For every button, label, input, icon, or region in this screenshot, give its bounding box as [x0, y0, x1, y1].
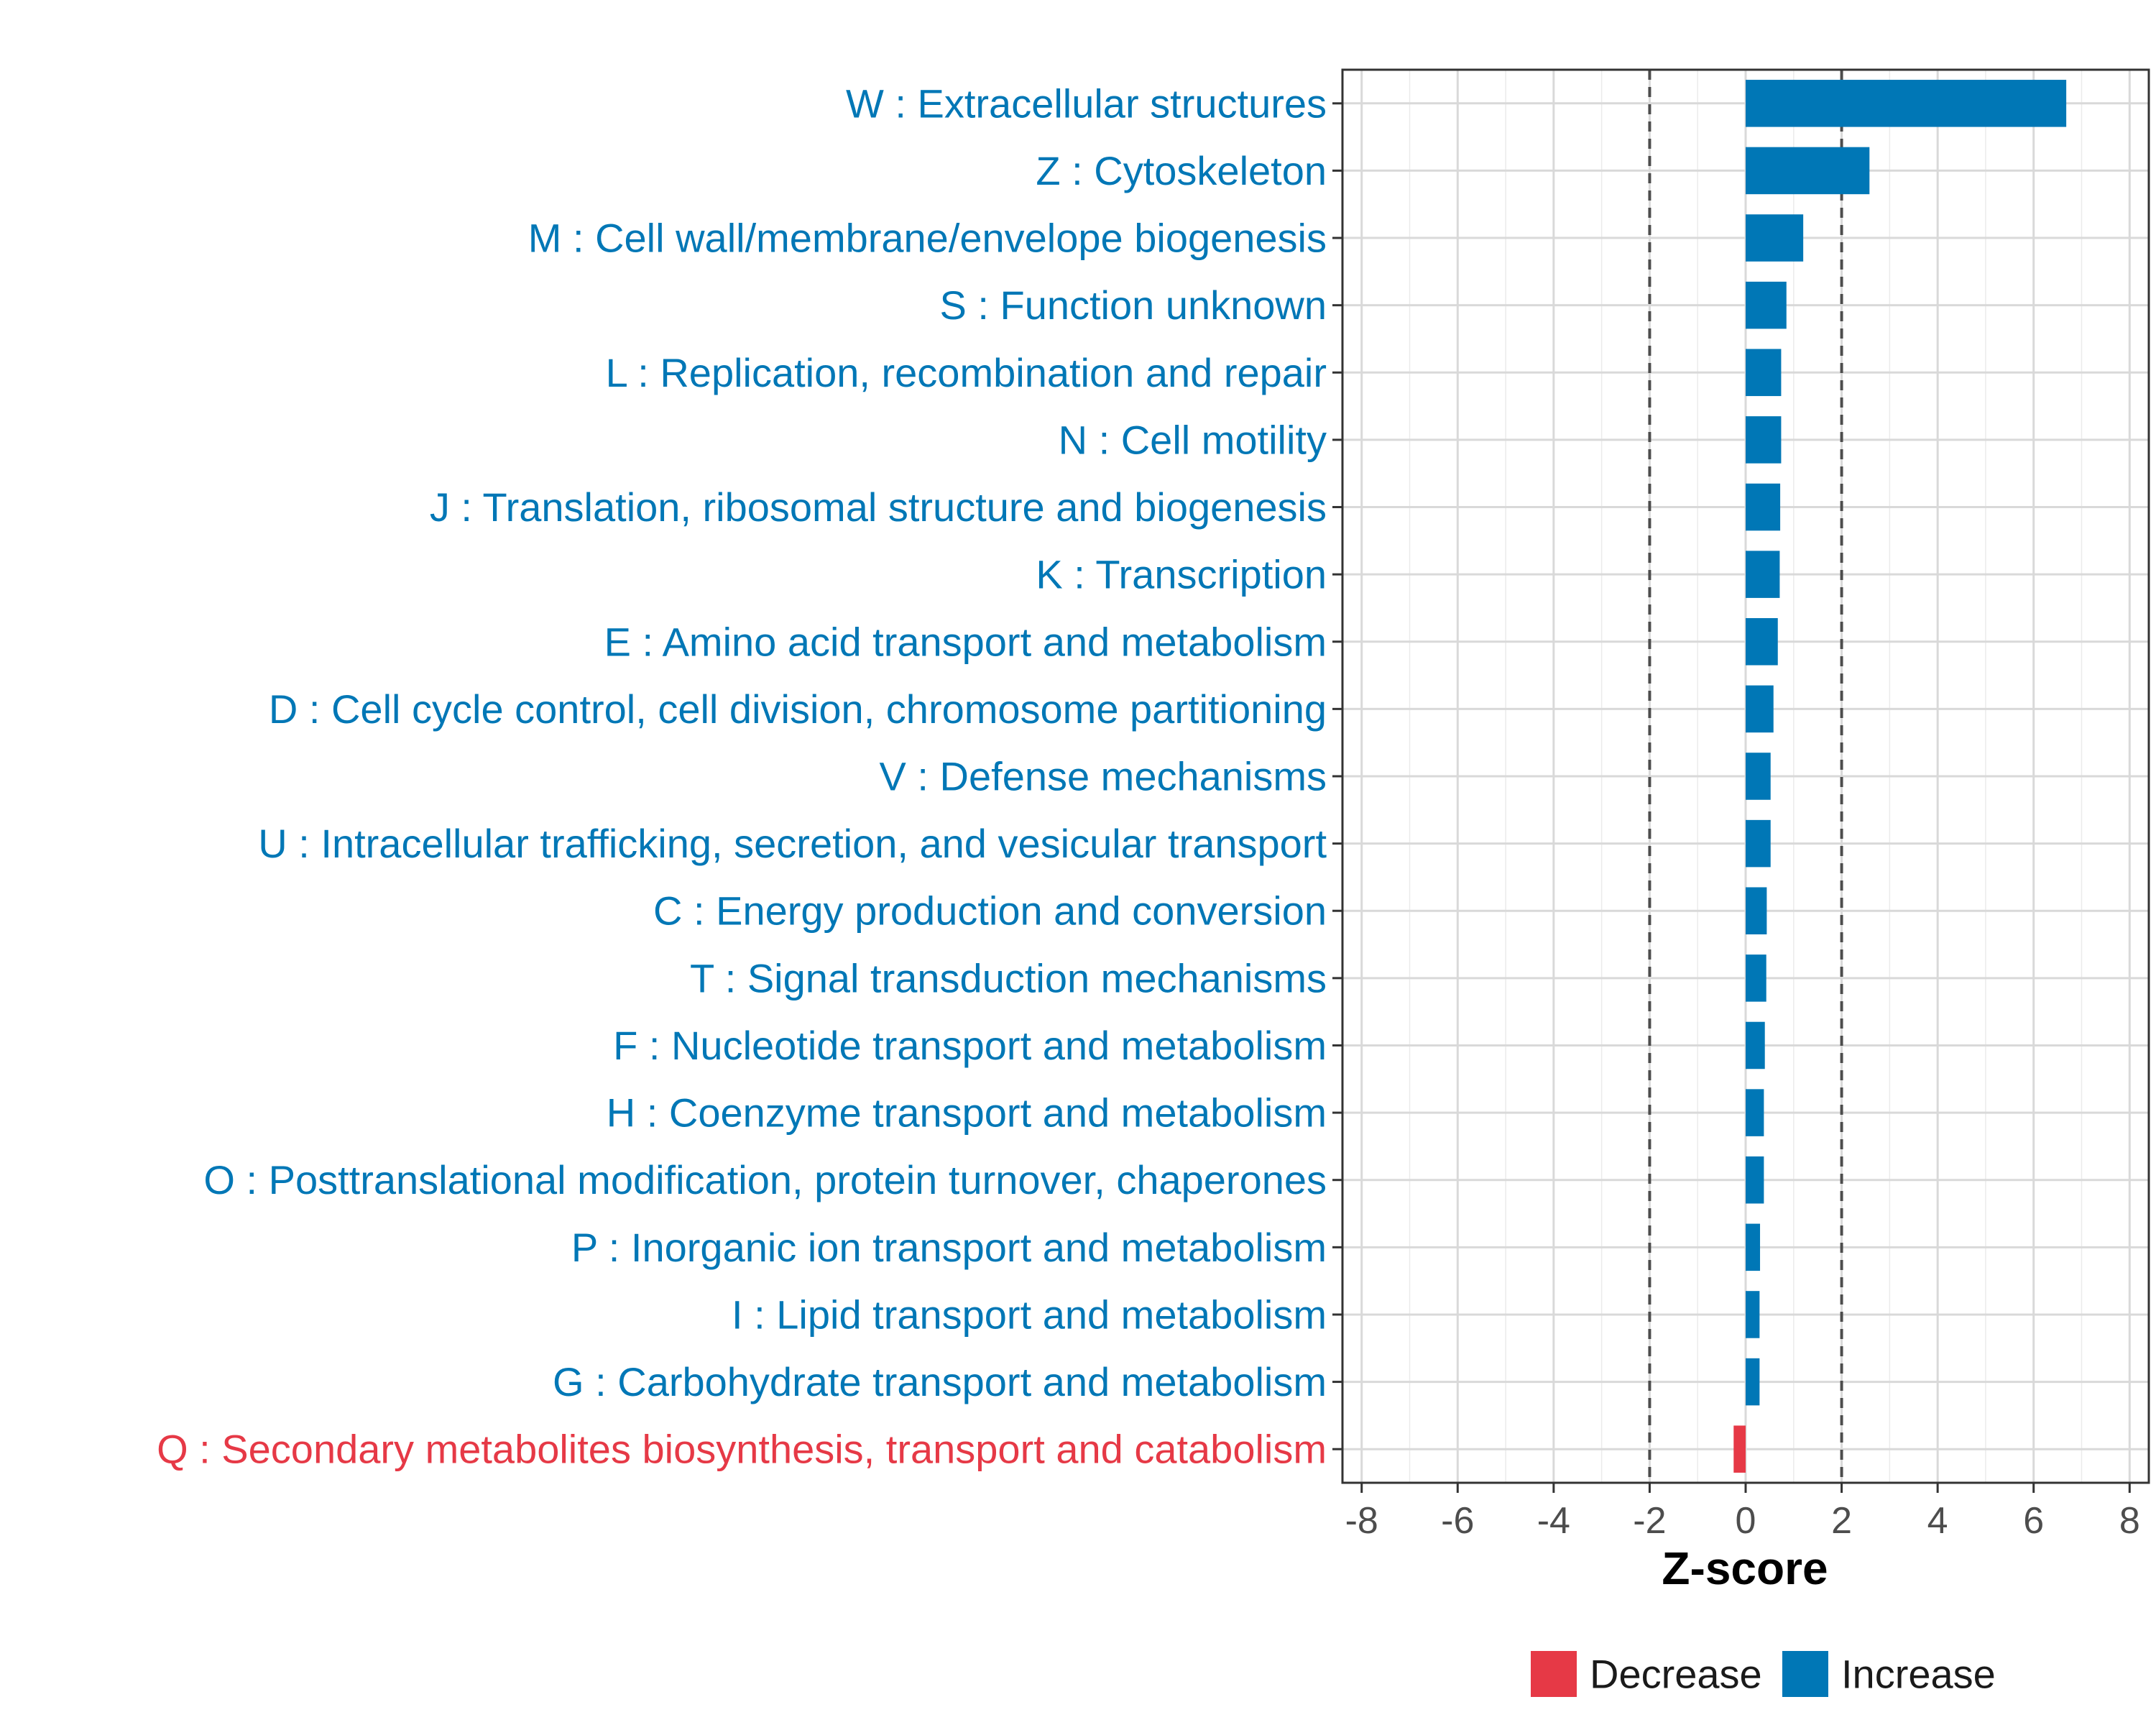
- category-label: P : Inorganic ion transport and metaboli…: [571, 1225, 1327, 1270]
- category-label: W : Extracellular structures: [846, 80, 1327, 126]
- bar: [1746, 349, 1782, 397]
- bar: [1746, 954, 1766, 1002]
- bars: [1733, 80, 2067, 1473]
- bar: [1733, 1425, 1746, 1473]
- bar: [1746, 753, 1771, 800]
- category-label: C : Energy production and conversion: [653, 888, 1327, 934]
- bar: [1746, 1021, 1765, 1070]
- x-axis-title: Z-score: [1662, 1542, 1828, 1594]
- bar: [1746, 147, 1870, 195]
- bar: [1746, 1223, 1761, 1271]
- bar: [1746, 685, 1774, 733]
- category-label: N : Cell motility: [1059, 417, 1327, 462]
- y-axis: W : Extracellular structures Z : Cytoskel…: [157, 80, 1342, 1472]
- category-label: O : Posttranslational modification, prot…: [203, 1157, 1327, 1202]
- x-tick-label: 2: [1831, 1500, 1852, 1542]
- legend-label: Increase: [1841, 1652, 1996, 1697]
- category-label: S : Function unknown: [939, 282, 1327, 328]
- category-label: T : Signal transduction mechanisms: [690, 955, 1327, 1000]
- category-label: L : Replication, recombination and repai…: [606, 350, 1327, 395]
- bar: [1746, 281, 1787, 329]
- x-axis: -8 -6 -4 -2 0 2 4 6 8: [1345, 1483, 2140, 1542]
- bar: [1746, 80, 2067, 127]
- x-tick-label: -6: [1441, 1500, 1474, 1542]
- category-label: Z : Cytoskeleton: [1036, 148, 1327, 193]
- bar: [1746, 551, 1780, 598]
- bar: [1746, 1358, 1760, 1406]
- x-tick-label: -4: [1537, 1500, 1570, 1542]
- x-tick-label: -8: [1345, 1500, 1378, 1542]
- legend-swatch: [1782, 1651, 1828, 1697]
- x-tick-label: -2: [1633, 1500, 1666, 1542]
- bar: [1746, 416, 1782, 464]
- x-tick-label: 6: [2023, 1500, 2044, 1542]
- category-label: U : Intracellular trafficking, secretion…: [258, 821, 1327, 866]
- category-label: D : Cell cycle control, cell division, c…: [269, 686, 1327, 732]
- category-label: Q : Secondary metabolites biosynthesis, …: [157, 1427, 1327, 1472]
- legend: Decrease Increase: [1531, 1651, 1996, 1697]
- legend-swatch: [1531, 1651, 1577, 1697]
- x-tick-label: 8: [2119, 1500, 2140, 1542]
- reference-lines: [1648, 70, 1843, 1483]
- category-label: G : Carbohydrate transport and metabolis…: [553, 1359, 1327, 1404]
- legend-item: Decrease: [1531, 1651, 1762, 1697]
- bar: [1746, 1089, 1764, 1136]
- x-tick-label: 0: [1736, 1500, 1756, 1542]
- bar: [1746, 819, 1771, 868]
- category-label: V : Defense mechanisms: [880, 754, 1327, 799]
- category-label: I : Lipid transport and metabolism: [732, 1292, 1327, 1337]
- bar: [1746, 887, 1767, 935]
- category-label: F : Nucleotide transport and metabolism: [613, 1023, 1327, 1068]
- legend-label: Decrease: [1590, 1652, 1762, 1697]
- bar: [1746, 617, 1778, 666]
- bar: [1746, 214, 1804, 262]
- x-tick-label: 4: [1927, 1500, 1948, 1542]
- category-label: M : Cell wall/membrane/envelope biogenes…: [528, 216, 1327, 261]
- bar: [1746, 1156, 1764, 1204]
- bar: [1746, 483, 1781, 531]
- category-label: J : Translation, ribosomal structure and…: [430, 484, 1327, 530]
- category-label: K : Transcription: [1036, 552, 1327, 597]
- bar: [1746, 1291, 1760, 1338]
- category-label: H : Coenzyme transport and metabolism: [607, 1090, 1327, 1136]
- legend-item: Increase: [1782, 1651, 1996, 1697]
- category-label: E : Amino acid transport and metabolism: [604, 619, 1327, 664]
